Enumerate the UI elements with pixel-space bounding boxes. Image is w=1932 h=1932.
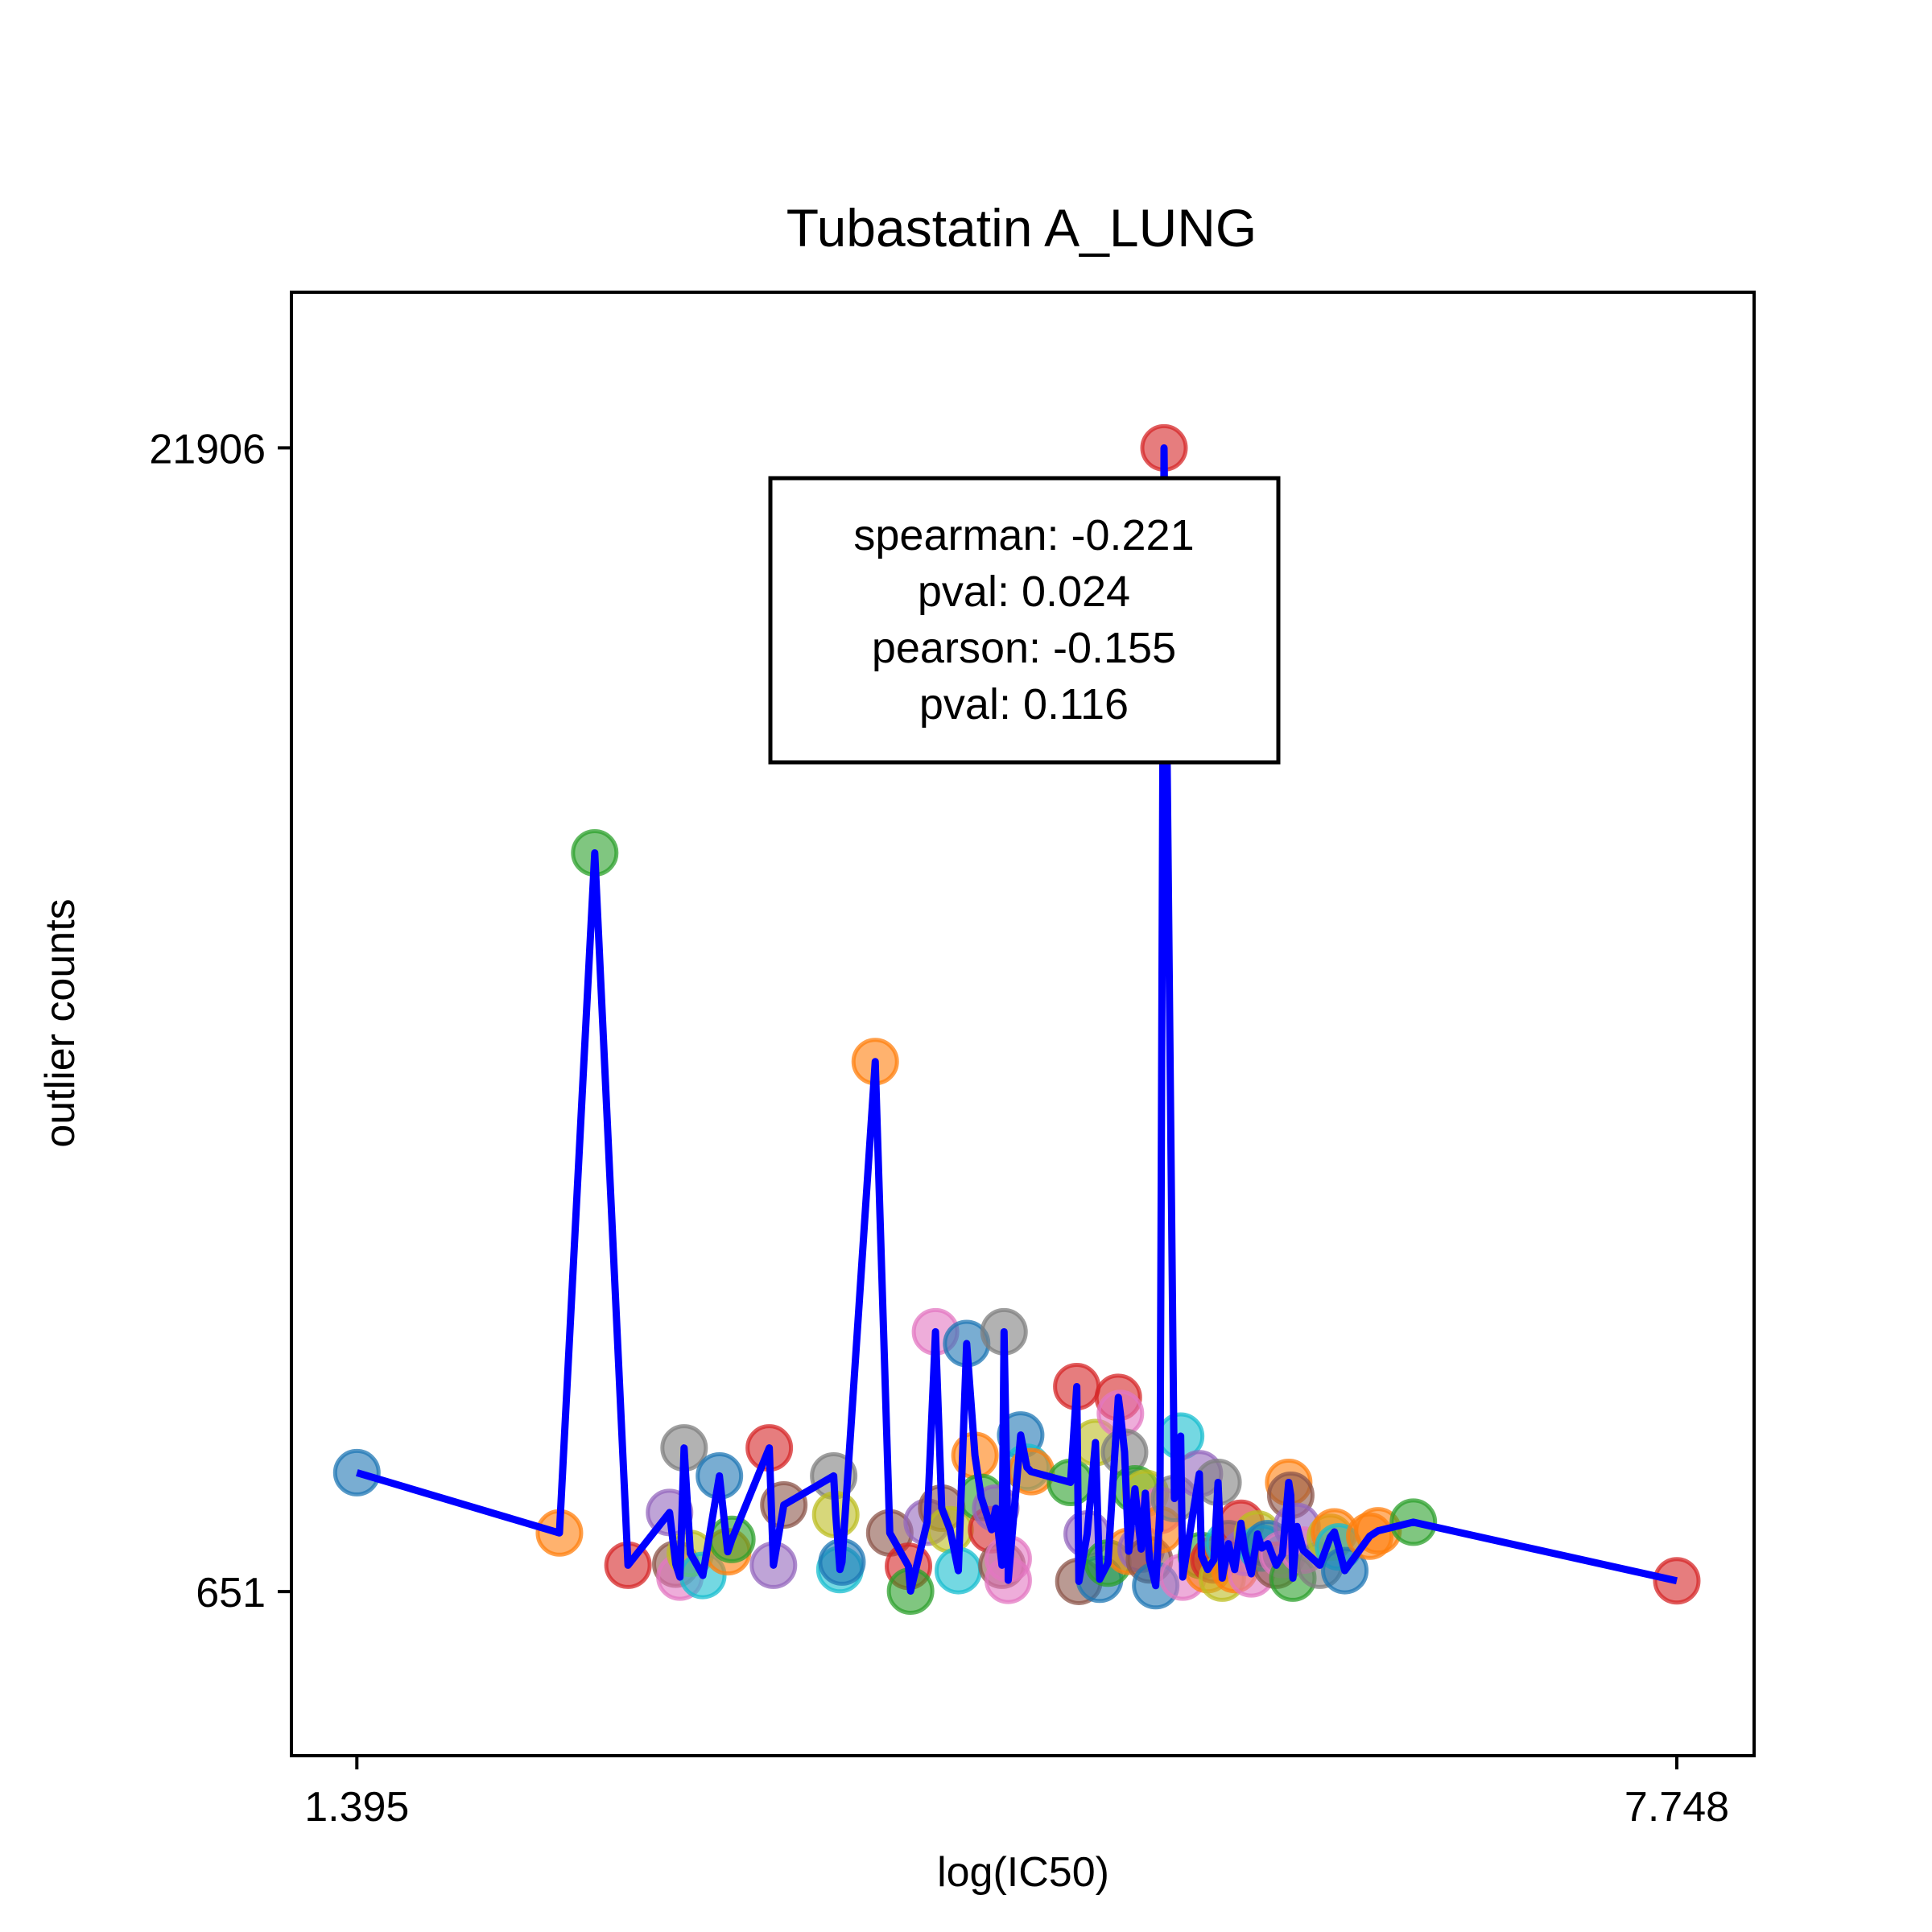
stats-pearson-pval: pval: 0.116: [919, 680, 1129, 729]
trend-line: [356, 444, 1678, 1595]
stats-spearman: spearman: -0.221: [853, 511, 1194, 559]
y-tick-label: 21906: [149, 426, 266, 473]
stats-pearson: pearson: -0.155: [872, 624, 1176, 672]
stats-box: spearman: -0.221 pval: 0.024 pearson: -0…: [768, 476, 1281, 765]
y-tick-label: 651: [196, 1570, 266, 1616]
axis-ticks: 1.395 7.748 651 21906: [149, 426, 1729, 1831]
y-axis-label: outlier counts: [37, 898, 84, 1147]
stats-spearman-pval: pval: 0.024: [918, 568, 1130, 616]
stats-box-frame: [768, 476, 1281, 765]
plot-frame: [290, 291, 1756, 1757]
x-axis-label: log(IC50): [937, 1849, 1109, 1896]
x-tick-label: 1.395: [304, 1784, 409, 1831]
data-marks: [332, 423, 1701, 1615]
chart-title: Tubastatin A_LUNG: [786, 198, 1257, 258]
x-tick-label: 7.748: [1624, 1784, 1729, 1831]
